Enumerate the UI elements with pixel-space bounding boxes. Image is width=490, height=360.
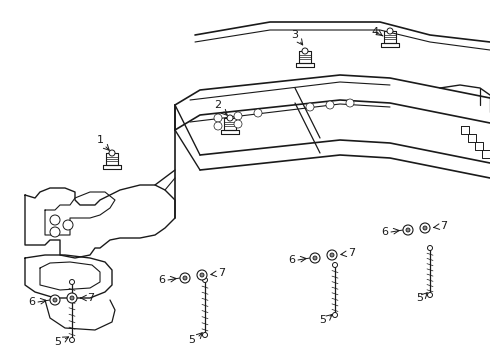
Circle shape [406,228,410,232]
Circle shape [50,227,60,237]
Circle shape [310,253,320,263]
Circle shape [197,270,207,280]
Circle shape [420,223,430,233]
Text: 1: 1 [97,135,103,145]
Text: 7: 7 [87,293,94,303]
Circle shape [427,292,433,297]
Circle shape [183,276,187,280]
Circle shape [302,48,308,54]
Text: 7: 7 [440,221,447,231]
Circle shape [306,103,314,111]
Text: 5: 5 [416,293,423,303]
Circle shape [346,99,354,107]
Circle shape [330,253,334,257]
Circle shape [313,256,317,260]
Circle shape [70,296,74,300]
Text: 6: 6 [288,255,295,265]
Circle shape [327,250,337,260]
Circle shape [387,28,393,34]
Circle shape [67,293,77,303]
Circle shape [50,215,60,225]
Circle shape [214,122,222,130]
Circle shape [70,279,74,284]
Circle shape [180,273,190,283]
Circle shape [63,220,73,230]
Circle shape [326,101,334,109]
Circle shape [427,246,433,251]
Text: 5: 5 [319,315,326,325]
Text: 2: 2 [215,100,221,110]
Circle shape [403,225,413,235]
Circle shape [214,114,222,122]
Circle shape [234,112,242,120]
Text: 7: 7 [218,268,225,278]
Circle shape [70,338,74,342]
Text: 5: 5 [189,335,196,345]
Text: 6: 6 [158,275,165,285]
Circle shape [333,262,338,267]
Circle shape [333,312,338,318]
Text: 3: 3 [292,30,298,40]
Circle shape [254,109,262,117]
Text: 5: 5 [54,337,62,347]
Circle shape [53,298,57,302]
Circle shape [227,115,233,121]
Circle shape [423,226,427,230]
Circle shape [234,120,242,128]
Text: 4: 4 [371,27,379,37]
Circle shape [202,278,207,283]
Circle shape [200,273,204,277]
Text: 6: 6 [381,227,388,237]
Text: 6: 6 [28,297,35,307]
Circle shape [50,295,60,305]
Circle shape [202,333,207,338]
Text: 7: 7 [348,248,355,258]
Circle shape [109,150,115,156]
